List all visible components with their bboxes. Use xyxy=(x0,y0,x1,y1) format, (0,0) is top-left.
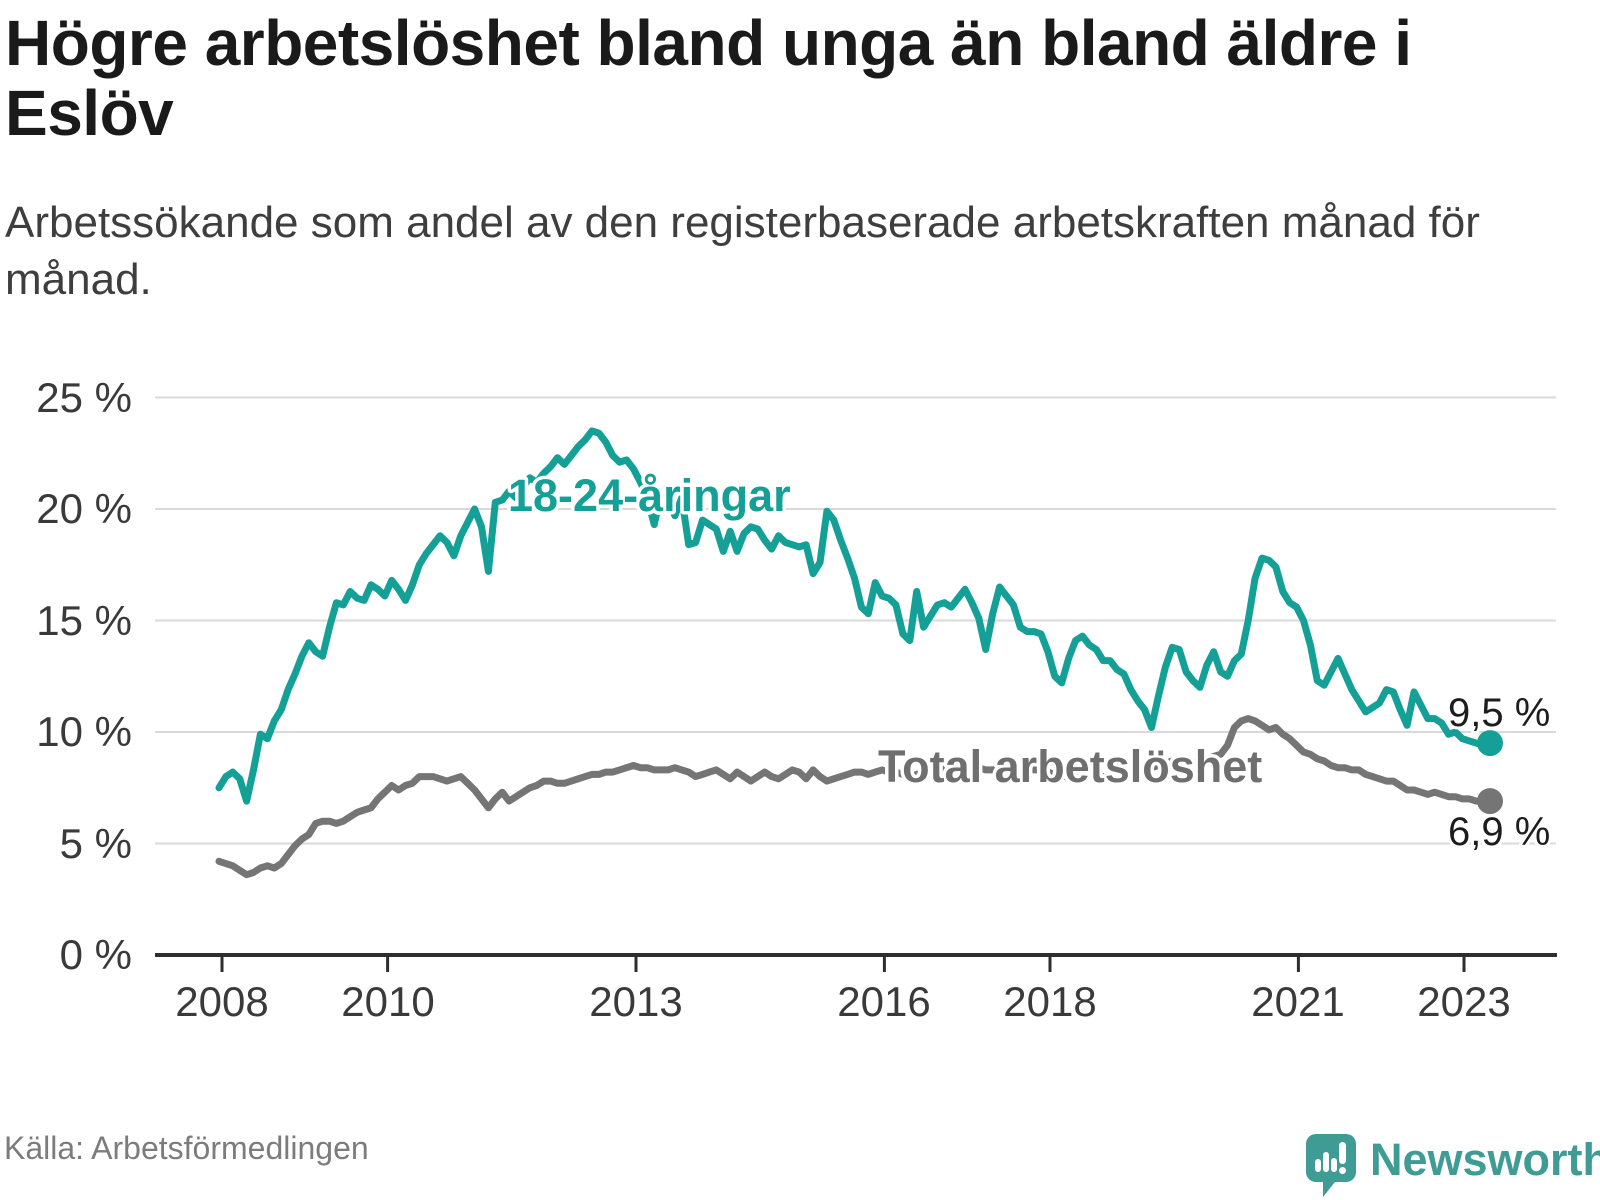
chart-subtitle: Arbetssökande som andel av den registerb… xyxy=(5,198,1480,305)
series-line-youth xyxy=(215,427,1494,805)
annotation-layer: 18-24-åringar Total arbetslöshet 9,5 % 6… xyxy=(505,467,1554,858)
y-axis-label-10: 10 % xyxy=(36,708,132,755)
end-value-label-total: 6,9 % xyxy=(1448,810,1550,854)
page-title-line2: Eslöv xyxy=(5,77,174,150)
series-label-youth: 18-24-åringar xyxy=(508,470,791,521)
end-dot-total xyxy=(1477,788,1503,815)
x-axis-label-2013: 2013 xyxy=(589,978,682,1025)
source-text: Källa: Arbetsförmedlingen xyxy=(4,1130,369,1166)
newsworthy-logo: Newsworthy xyxy=(1306,1134,1600,1198)
newsworthy-logo-icon xyxy=(1306,1134,1356,1197)
x-axis-label-2023: 2023 xyxy=(1417,978,1510,1025)
y-axis: 25 % 20 % 15 % 10 % 5 % 0 % xyxy=(36,374,132,978)
y-axis-label-0: 0 % xyxy=(60,931,132,978)
x-axis: 2008 2010 2013 2016 2018 2021 2023 xyxy=(175,978,1510,1025)
grid-layer xyxy=(155,396,1557,972)
y-axis-label-20: 20 % xyxy=(36,485,132,532)
page-title-line1: Högre arbetslöshet bland unga än bland ä… xyxy=(5,7,1412,79)
x-axis-label-2021: 2021 xyxy=(1251,978,1344,1025)
series-layer xyxy=(215,427,1503,879)
series-line-total xyxy=(215,715,1494,879)
y-axis-label-5: 5 % xyxy=(60,820,132,867)
newsworthy-logo-text: Newsworthy xyxy=(1370,1134,1600,1185)
end-value-label-youth: 9,5 % xyxy=(1448,691,1550,735)
x-axis-label-2016: 2016 xyxy=(837,978,930,1025)
y-axis-label-25: 25 % xyxy=(36,374,132,421)
x-axis-label-2008: 2008 xyxy=(175,978,268,1025)
x-axis-label-2010: 2010 xyxy=(341,978,434,1025)
end-dot-youth xyxy=(1477,730,1503,757)
y-axis-label-15: 15 % xyxy=(36,597,132,644)
x-axis-label-2018: 2018 xyxy=(1003,978,1096,1025)
series-label-total: Total arbetslöshet xyxy=(878,741,1262,792)
page-title: Högre arbetslöshet bland unga än bland ä… xyxy=(5,8,1595,149)
